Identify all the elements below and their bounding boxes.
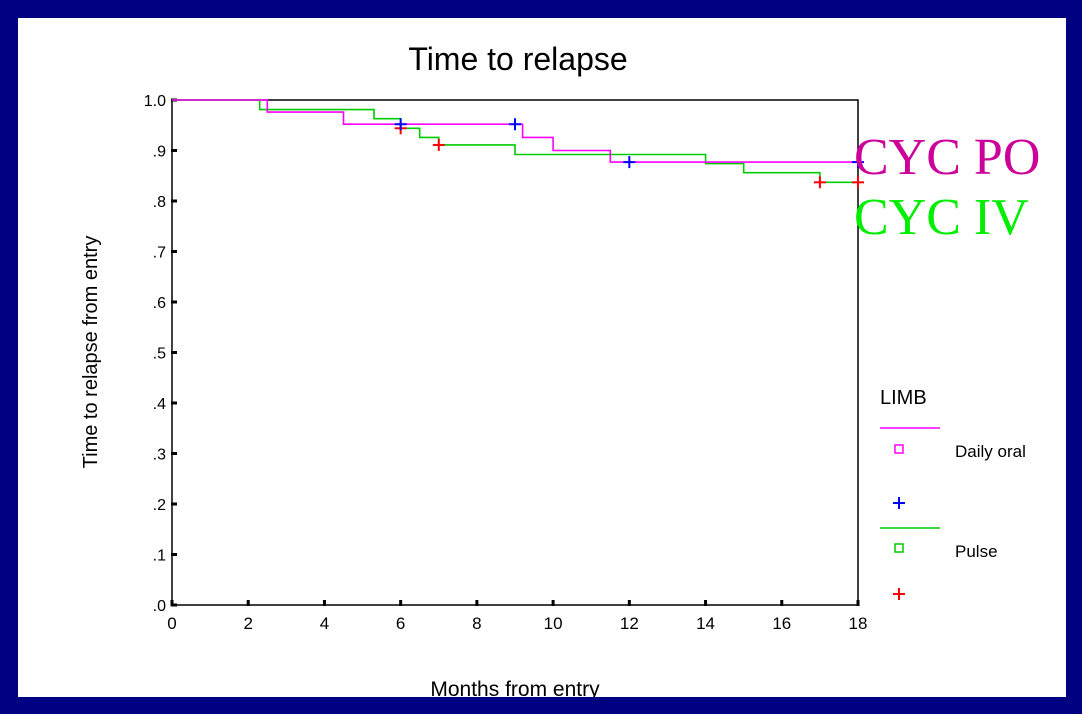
censor-marker-daily-oral [623, 156, 636, 169]
plot-frame [171, 99, 859, 606]
y-tick-label: .4 [153, 396, 166, 413]
series-line-daily-oral [172, 99, 858, 163]
censor-marker-pulse [432, 138, 445, 151]
y-tick-label: .8 [153, 194, 166, 211]
y-tick-label: .5 [153, 346, 166, 363]
chart-title: Time to relapse [408, 41, 627, 77]
x-axis: 0 2 4 6 8 10 12 14 16 18 [167, 600, 867, 633]
survival-chart: Time to relapse .0.1.2.3.4.5.6.7.8.91.0 … [80, 41, 1040, 697]
x-tick-label: 12 [620, 614, 639, 633]
y-axis: .0 .1 .2 .3 .4 .5 .6 .7 .8 .9 1.0 [144, 93, 177, 615]
legend-censor-plus [893, 588, 905, 600]
y-tick-label: .9 [153, 144, 166, 161]
legend-title: LIMB [880, 387, 927, 409]
legend-censor-plus [893, 497, 905, 509]
y-tick-label: .0 [153, 598, 166, 615]
legend-label-daily-oral: Daily oral [955, 442, 1026, 461]
x-tick-label: 8 [472, 614, 481, 633]
x-tick-label: 16 [772, 614, 791, 633]
legend-label-pulse: Pulse [955, 542, 998, 561]
legend-censor-marker-pulse [893, 588, 905, 600]
y-tick-label: .3 [153, 447, 166, 464]
chart-panel: Time to relapse .0.1.2.3.4.5.6.7.8.9 1.0 … [18, 18, 1066, 697]
legend-marker-pulse [894, 543, 904, 553]
censor-marker-pulse [813, 176, 826, 189]
legend-censor-marker-daily-oral [893, 497, 905, 509]
x-tick-label: 4 [320, 614, 329, 633]
annotation-cyc-iv: CYC IV [854, 189, 1029, 246]
series-layer [172, 99, 864, 189]
y-tick-label: .6 [153, 295, 166, 312]
annotation-cyc-po: CYC PO [854, 129, 1040, 186]
x-tick-label: 0 [167, 614, 176, 633]
x-axis-label: Months from entry [430, 678, 600, 697]
x-tick-label: 2 [243, 614, 252, 633]
censor-marker-daily-oral [394, 118, 407, 131]
y-tick-label: .7 [153, 245, 166, 262]
y-tick-label: .2 [153, 497, 166, 514]
censor-marker-pulse [852, 176, 864, 189]
y-axis-label: Time to relapse from entry [80, 236, 102, 469]
legend-marker-daily-oral [894, 444, 904, 454]
legend: LIMB Daily oral Pulse [880, 387, 1026, 600]
x-tick-label: 6 [396, 614, 405, 633]
y-tick-label: .1 [153, 548, 166, 565]
x-tick-label: 10 [544, 614, 563, 633]
x-tick-label: 18 [849, 614, 868, 633]
censor-marker-daily-oral [852, 156, 864, 169]
y-tick-label: 1.0 [144, 93, 166, 110]
x-tick-label: 14 [696, 614, 715, 633]
censor-marker-daily-oral [509, 118, 521, 131]
